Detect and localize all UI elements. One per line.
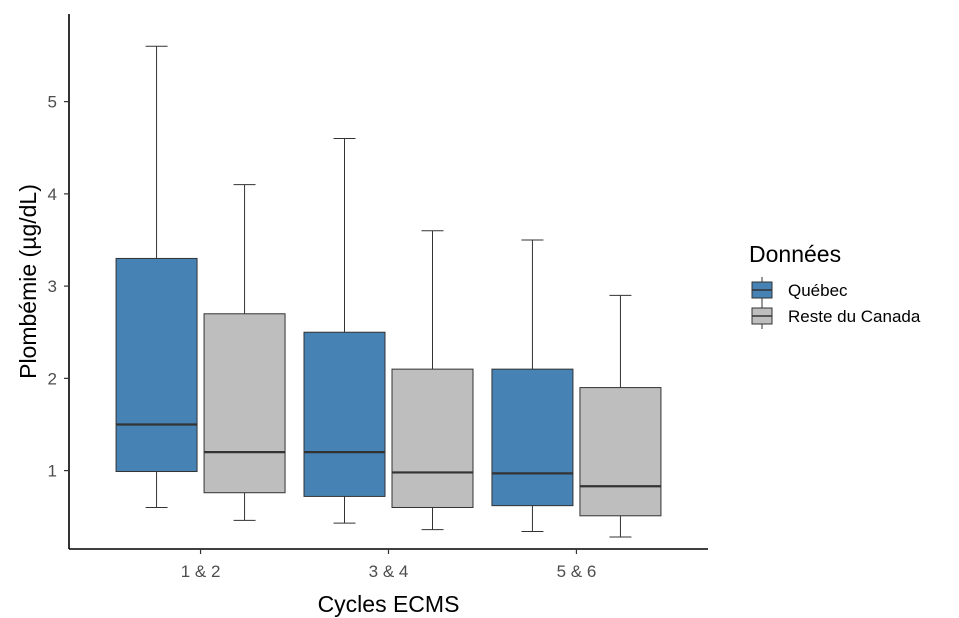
box-reste-du-canada [203, 184, 286, 521]
box-québec [115, 45, 198, 508]
box-iqr [391, 368, 474, 508]
y-tick-label: 1 [48, 462, 57, 481]
x-tick-label: 1 & 2 [181, 562, 221, 581]
box-iqr [491, 368, 574, 507]
legend-item: Reste du Canada [751, 303, 921, 329]
box-iqr [579, 387, 662, 517]
box-reste-du-canada [391, 230, 474, 531]
x-tick-label: 5 & 6 [557, 562, 597, 581]
y-tick-label: 5 [48, 93, 57, 112]
x-axis-title: Cycles ECMS [318, 591, 460, 617]
plot-area [115, 45, 662, 538]
y-tick-label: 4 [48, 185, 57, 204]
y-tick-label: 2 [48, 369, 57, 388]
legend-label: Reste du Canada [788, 307, 921, 326]
box-reste-du-canada [579, 294, 662, 538]
box-québec [491, 239, 574, 532]
legend-label: Québec [788, 281, 848, 300]
box-iqr [203, 313, 286, 494]
x-tick-label: 3 & 4 [369, 562, 409, 581]
legend-title: Données [749, 241, 841, 267]
box-iqr [115, 257, 198, 473]
box-iqr [303, 331, 386, 497]
axis-ticks: 1 2 3 4 5 1 & 2 3 & 4 5 & 6 [48, 93, 597, 581]
legend-item: Québec [751, 277, 848, 303]
legend: Données Québec Reste du Canada [749, 241, 921, 329]
box-québec [303, 138, 386, 524]
y-axis-title: Plombémie (µg/dL) [15, 184, 41, 379]
y-tick-label: 3 [48, 277, 57, 296]
